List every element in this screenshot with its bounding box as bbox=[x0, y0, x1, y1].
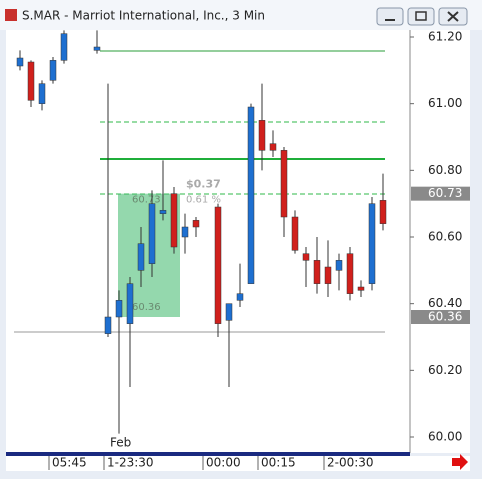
time-axis bbox=[6, 456, 470, 471]
candle-body bbox=[159, 210, 167, 214]
candle-body bbox=[313, 260, 321, 284]
candle-body bbox=[368, 203, 376, 284]
candle-body bbox=[324, 266, 332, 284]
candle-body bbox=[214, 206, 222, 324]
candle-body bbox=[16, 57, 24, 67]
candle-body bbox=[247, 106, 255, 284]
candle-body bbox=[225, 303, 233, 321]
candle-body bbox=[170, 193, 178, 248]
measure-change: $0.37 bbox=[186, 178, 221, 191]
date-annotation: Feb bbox=[110, 436, 131, 450]
x-tick-label: 2-00:30 bbox=[327, 456, 374, 470]
candle-body bbox=[346, 253, 354, 294]
minimize-button[interactable] bbox=[376, 7, 404, 26]
x-tick-label: 05:45 bbox=[52, 456, 87, 470]
y-tick-label: 61.20 bbox=[428, 30, 462, 44]
candle-body bbox=[137, 243, 145, 271]
chart-panel bbox=[6, 30, 470, 453]
price-marker-label: 60.36 bbox=[428, 310, 462, 324]
candle-body bbox=[280, 150, 288, 218]
candle-body bbox=[181, 226, 189, 238]
candle-body bbox=[302, 253, 310, 261]
candle-body bbox=[192, 220, 200, 228]
candle-body bbox=[335, 260, 343, 271]
candle-body bbox=[357, 286, 365, 291]
y-tick-label: 60.60 bbox=[428, 230, 462, 244]
candle-body bbox=[38, 83, 46, 104]
x-tick-label: 00:15 bbox=[261, 456, 296, 470]
candle-body bbox=[291, 216, 299, 251]
candle-body bbox=[379, 200, 387, 224]
measure-percent: 0.61 % bbox=[186, 195, 221, 206]
candle-body bbox=[93, 46, 101, 51]
window-title: S.MAR - Marriot International, Inc., 3 M… bbox=[22, 9, 265, 23]
y-tick-label: 60.40 bbox=[428, 296, 462, 310]
candle-body bbox=[49, 60, 57, 81]
price-marker bbox=[411, 186, 470, 201]
measure-high: 60.73 bbox=[132, 195, 161, 206]
candle-body bbox=[269, 143, 277, 151]
candle-body bbox=[126, 283, 134, 324]
y-tick-label: 60.20 bbox=[428, 363, 462, 377]
x-tick-label: 1-23:30 bbox=[107, 456, 154, 470]
y-tick-label: 61.00 bbox=[428, 96, 462, 110]
measure-low: 60.36 bbox=[132, 302, 161, 313]
candle-body bbox=[258, 120, 266, 151]
y-tick-label: 60.00 bbox=[428, 430, 462, 444]
candle-body bbox=[236, 293, 244, 301]
candle-body bbox=[60, 33, 68, 61]
price-marker bbox=[411, 310, 470, 324]
time-bar bbox=[6, 452, 410, 456]
scroll-arrow[interactable] bbox=[452, 454, 468, 470]
x-tick-label: 00:00 bbox=[206, 456, 241, 470]
candle-body bbox=[27, 61, 35, 101]
candle-body bbox=[104, 316, 112, 334]
maximize-button[interactable] bbox=[407, 7, 435, 26]
candle-body bbox=[148, 203, 156, 264]
y-tick-label: 60.80 bbox=[428, 163, 462, 177]
candle-body bbox=[115, 300, 123, 318]
app-icon bbox=[5, 9, 17, 21]
price-marker-label: 60.73 bbox=[428, 186, 462, 200]
